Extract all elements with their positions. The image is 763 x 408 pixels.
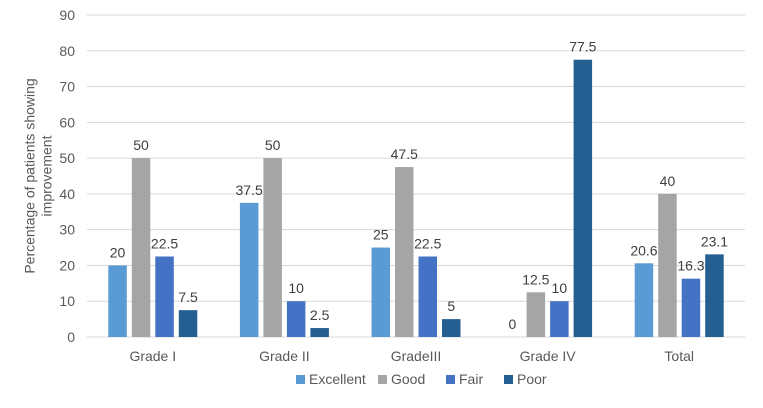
bar — [634, 263, 654, 337]
bar — [371, 247, 390, 337]
bar — [286, 301, 306, 337]
data-label: 22.5 — [414, 236, 441, 252]
legend-item: Excellent — [296, 371, 366, 387]
data-label: 0 — [508, 316, 516, 332]
y-axis-label-group: Percentage of patients showing improvemen… — [22, 78, 55, 273]
bar — [310, 328, 329, 337]
bar — [550, 301, 569, 337]
legend-item: Fair — [446, 371, 483, 387]
y-tick-label: 40 — [59, 186, 75, 202]
data-label: 16.3 — [677, 258, 704, 274]
y-tick-label: 10 — [59, 293, 75, 309]
y-tick-label: 30 — [59, 222, 75, 238]
bar — [705, 254, 724, 337]
data-label: 7.5 — [178, 289, 198, 305]
data-label: 10 — [288, 280, 304, 296]
x-tick-label: Grade II — [259, 348, 310, 364]
bar — [658, 193, 677, 337]
legend: Excellent Good Fair Poor — [296, 371, 547, 387]
x-tick-label: Grade I — [129, 348, 176, 364]
legend-item: Poor — [504, 371, 547, 387]
data-label: 37.5 — [236, 182, 263, 198]
legend-swatch — [446, 375, 455, 384]
data-label: 12.5 — [522, 271, 549, 287]
legend-label: Fair — [459, 371, 483, 387]
bar — [155, 256, 174, 337]
bar — [681, 278, 701, 337]
data-label: 77.5 — [569, 39, 596, 55]
bar — [178, 310, 198, 337]
data-label: 23.1 — [701, 233, 728, 249]
y-tick-label: 80 — [59, 43, 75, 59]
legend-label: Excellent — [309, 371, 366, 387]
bar — [108, 265, 127, 337]
bar — [526, 292, 546, 337]
data-label: 50 — [265, 137, 281, 153]
data-label: 50 — [133, 137, 149, 153]
y-tick-label: 50 — [59, 150, 75, 166]
legend-swatch — [296, 375, 305, 384]
y-tick-label: 0 — [67, 329, 75, 345]
data-label: 20.6 — [630, 242, 657, 258]
x-tick-label: GradeIII — [391, 348, 442, 364]
y-tick-label: 90 — [59, 7, 75, 23]
data-label: 5 — [447, 298, 455, 314]
x-tick-label: Total — [664, 348, 694, 364]
bar — [442, 319, 461, 337]
bar — [395, 167, 414, 337]
y-tick-label: 60 — [59, 114, 75, 130]
legend-label: Poor — [517, 371, 547, 387]
y-axis-label: Percentage of patients showing — [22, 78, 38, 273]
data-label: 22.5 — [151, 236, 178, 252]
data-label: 20 — [110, 244, 126, 260]
bar — [263, 158, 282, 337]
data-label: 47.5 — [391, 146, 418, 162]
data-label: 25 — [373, 227, 389, 243]
bar — [418, 256, 437, 337]
bar — [573, 59, 593, 337]
legend-item: Good — [378, 371, 425, 387]
y-tick-label: 20 — [59, 257, 75, 273]
data-label: 10 — [552, 280, 568, 296]
legend-label: Good — [391, 371, 425, 387]
y-tick-label: 70 — [59, 79, 75, 95]
legend-swatch — [378, 375, 387, 384]
bar — [131, 158, 151, 337]
legend-swatch — [504, 375, 513, 384]
y-axis-label: improvement — [39, 135, 55, 216]
bar — [239, 202, 259, 337]
x-tick-label: Grade IV — [520, 348, 577, 364]
data-label: 2.5 — [310, 307, 330, 323]
data-label: 40 — [660, 173, 676, 189]
